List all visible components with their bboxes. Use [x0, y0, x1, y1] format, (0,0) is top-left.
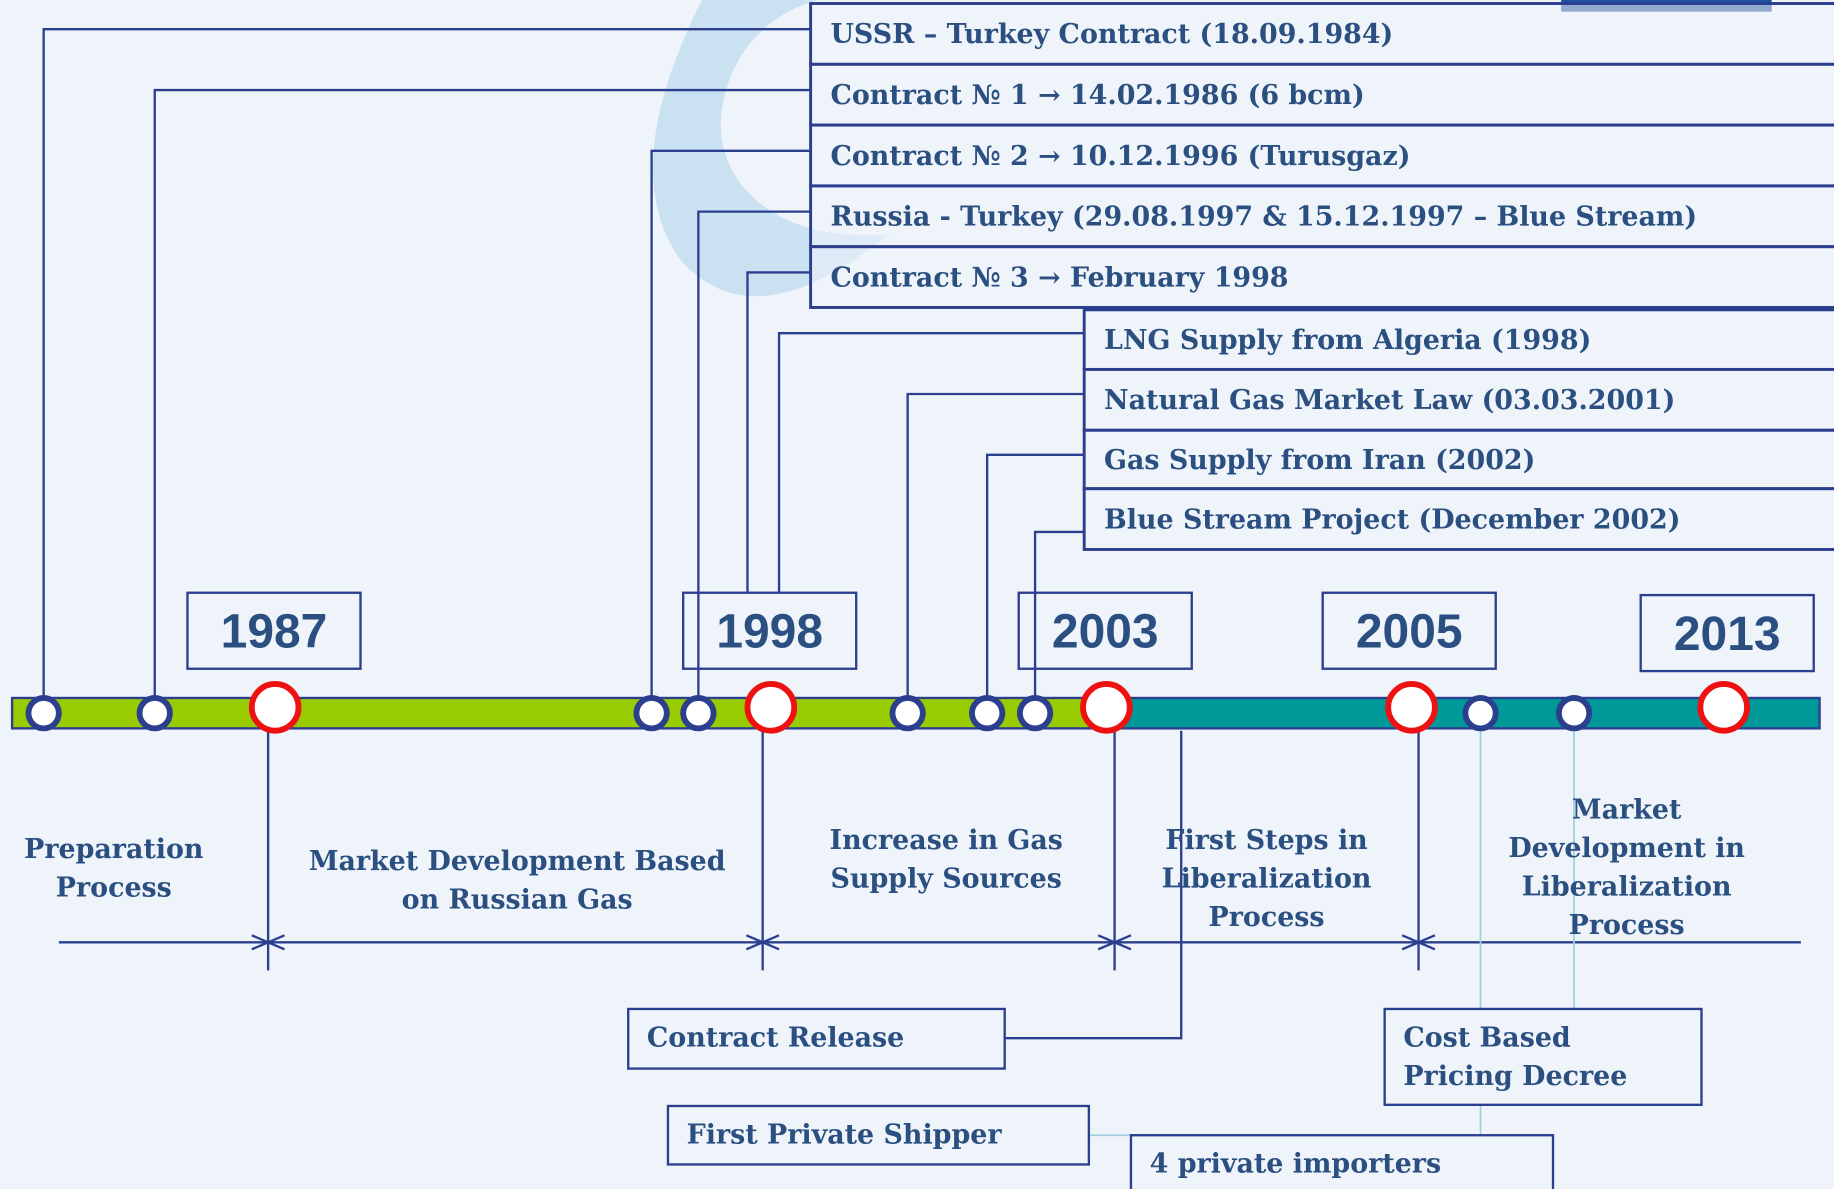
- event-label: First Private Shipper: [687, 1119, 1003, 1150]
- year-marker: [1080, 681, 1133, 734]
- year-box: [186, 591, 362, 670]
- event-marker: [969, 695, 1006, 732]
- event-label: Contract № 2 → 10.12.1996 (Turusgaz): [830, 141, 1410, 172]
- event-marker: [680, 695, 717, 732]
- phase-label: Process: [56, 873, 172, 904]
- phase-label: Market Development Based: [309, 846, 726, 877]
- phase-label: First Steps in: [1165, 825, 1367, 856]
- phase-label: Process: [1209, 902, 1325, 933]
- connector: [42, 28, 811, 698]
- event-marker: [1462, 695, 1499, 732]
- phase-label: Liberalization: [1162, 863, 1372, 894]
- connector: [153, 88, 811, 698]
- event-marker: [25, 695, 62, 732]
- event-marker: [136, 695, 173, 732]
- year-box: [1321, 591, 1497, 670]
- year-label: 1987: [221, 605, 328, 658]
- year-marker: [248, 681, 302, 734]
- arrowheads: [1097, 934, 1132, 951]
- connector: [1004, 730, 1183, 1040]
- event-label: USSR – Turkey Contract (18.09.1984): [830, 19, 1393, 50]
- event-label: Cost Based: [1403, 1022, 1571, 1053]
- event-marker: [1016, 695, 1054, 732]
- year-label: 2005: [1356, 605, 1463, 658]
- year-label: 2013: [1674, 608, 1781, 661]
- event-label: Gas Supply from Iran (2002): [1104, 445, 1535, 476]
- arrowheads: [1401, 934, 1436, 951]
- event-label: Russia - Turkey (29.08.1997 & 15.12.1997…: [830, 202, 1697, 233]
- event-box: [809, 184, 1834, 249]
- event-label: Natural Gas Market Law (03.03.2001): [1104, 385, 1675, 416]
- year-marker: [1385, 681, 1438, 734]
- year-box: [1639, 593, 1815, 673]
- swoosh: [653, 0, 889, 297]
- arrowheads: [745, 934, 780, 951]
- phase-label: Development in: [1508, 833, 1745, 864]
- event-box: [1082, 308, 1834, 371]
- connector: [650, 149, 811, 698]
- event-label: Contract Release: [647, 1022, 904, 1053]
- year-box: [1017, 591, 1193, 670]
- phase-label: Increase in Gas: [830, 825, 1063, 856]
- phase-label: on Russian Gas: [402, 884, 633, 915]
- connector: [1033, 530, 1085, 698]
- event-label: Blue Stream Project (December 2002): [1104, 504, 1680, 535]
- connector: [777, 332, 1085, 593]
- event-box: [1383, 1007, 1703, 1106]
- connector: [746, 271, 811, 593]
- event-box: [809, 245, 1834, 309]
- event-box: [809, 2, 1834, 66]
- event-label: Contract № 1 → 14.02.1986 (6 bcm): [830, 80, 1364, 111]
- year-marker: [744, 681, 798, 734]
- phase-label: Preparation: [24, 834, 203, 865]
- event-box: [1129, 1134, 1555, 1189]
- year-label: 1998: [716, 605, 823, 658]
- connector: [985, 453, 1085, 698]
- event-marker: [889, 695, 926, 732]
- connector: [697, 210, 811, 698]
- phase-label: Liberalization: [1522, 872, 1732, 903]
- phase-label: Market: [1572, 794, 1682, 825]
- event-marker: [633, 695, 670, 732]
- event-marker: [1555, 695, 1593, 732]
- connector: [906, 392, 1085, 698]
- year-marker: [1697, 681, 1751, 734]
- event-box: [627, 1007, 1006, 1070]
- event-label: 4 private importers: [1150, 1149, 1441, 1180]
- phase-label: Supply Sources: [831, 863, 1062, 894]
- year-label: 2003: [1052, 605, 1159, 658]
- event-label: Contract № 3 → February 1998: [830, 262, 1288, 293]
- timeline-bar-green: [10, 696, 1092, 730]
- event-box: [1082, 487, 1834, 551]
- event-box: [666, 1104, 1091, 1166]
- event-label: Pricing Decree: [1403, 1061, 1627, 1092]
- arrowheads: [251, 934, 285, 951]
- phase-label: Process: [1569, 910, 1685, 941]
- event-label: LNG Supply from Algeria (1998): [1104, 325, 1591, 356]
- event-box: [1082, 367, 1834, 432]
- event-box: [1082, 428, 1834, 491]
- year-box: [682, 591, 858, 670]
